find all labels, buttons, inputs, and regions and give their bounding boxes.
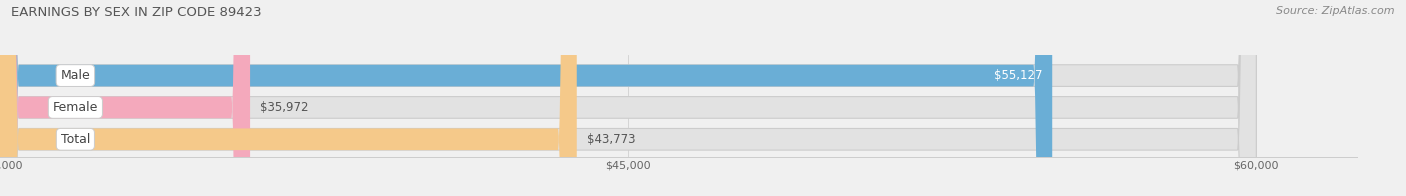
Text: $55,127: $55,127 [994, 69, 1042, 82]
Text: EARNINGS BY SEX IN ZIP CODE 89423: EARNINGS BY SEX IN ZIP CODE 89423 [11, 6, 262, 19]
Text: Female: Female [52, 101, 98, 114]
FancyBboxPatch shape [0, 0, 1257, 196]
Text: Total: Total [60, 133, 90, 146]
Text: Male: Male [60, 69, 90, 82]
FancyBboxPatch shape [0, 0, 1052, 196]
Text: $43,773: $43,773 [586, 133, 636, 146]
FancyBboxPatch shape [0, 0, 250, 196]
Text: Source: ZipAtlas.com: Source: ZipAtlas.com [1277, 6, 1395, 16]
Text: $35,972: $35,972 [260, 101, 309, 114]
FancyBboxPatch shape [0, 0, 1257, 196]
FancyBboxPatch shape [0, 0, 1257, 196]
FancyBboxPatch shape [0, 0, 576, 196]
